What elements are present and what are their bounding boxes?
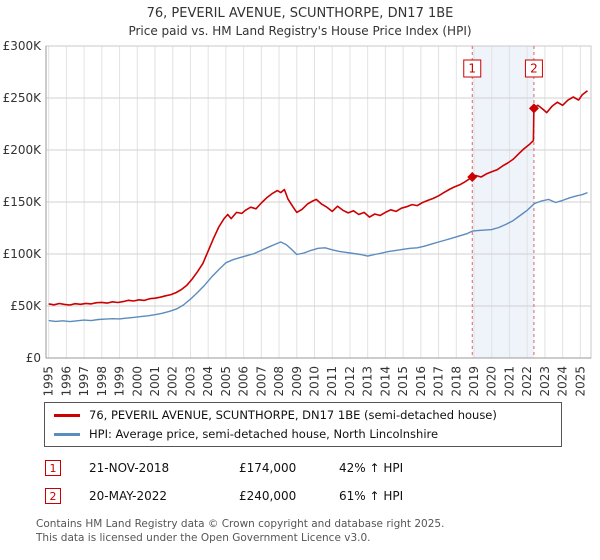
legend-swatch-property-line bbox=[54, 413, 80, 417]
svg-text:2017: 2017 bbox=[432, 366, 446, 397]
page-subtitle: Price paid vs. HM Land Registry's House … bbox=[128, 24, 472, 38]
transaction-1-hpi-change: 42% ↑ HPI bbox=[339, 461, 404, 475]
svg-text:1995: 1995 bbox=[42, 366, 56, 397]
svg-text:2006: 2006 bbox=[237, 366, 251, 397]
svg-text:2007: 2007 bbox=[254, 366, 268, 397]
transaction-1-price: £174,000 bbox=[239, 461, 297, 475]
svg-text:2003: 2003 bbox=[183, 366, 197, 397]
svg-text:2001: 2001 bbox=[148, 366, 162, 397]
transaction-2-marker-badge: 2 bbox=[45, 488, 61, 504]
svg-text:1999: 1999 bbox=[113, 366, 127, 397]
svg-text:2011: 2011 bbox=[325, 366, 339, 397]
svg-text:1998: 1998 bbox=[95, 366, 109, 397]
svg-text:£50K: £50K bbox=[10, 299, 42, 313]
license-footer-line1: Contains HM Land Registry data © Crown c… bbox=[36, 518, 445, 530]
svg-text:£250K: £250K bbox=[3, 91, 43, 105]
transaction-1-marker-badge: 1 bbox=[45, 460, 61, 476]
svg-text:2009: 2009 bbox=[290, 366, 304, 397]
transaction-row-2: 2 20-MAY-2022 £240,000 61% ↑ HPI bbox=[45, 488, 600, 504]
svg-text:£300K: £300K bbox=[3, 40, 43, 53]
svg-text:1: 1 bbox=[468, 62, 476, 76]
svg-text:2021: 2021 bbox=[502, 366, 516, 397]
legend-item-property: 76, PEVERIL AVENUE, SCUNTHORPE, DN17 1BE… bbox=[54, 408, 552, 422]
svg-text:1996: 1996 bbox=[59, 366, 73, 397]
svg-text:2024: 2024 bbox=[556, 366, 570, 397]
svg-text:£100K: £100K bbox=[3, 247, 43, 261]
svg-text:2014: 2014 bbox=[378, 366, 392, 397]
page-title: 76, PEVERIL AVENUE, SCUNTHORPE, DN17 1BE bbox=[146, 6, 454, 21]
svg-text:2012: 2012 bbox=[343, 366, 357, 397]
svg-text:2008: 2008 bbox=[272, 366, 286, 397]
svg-text:2013: 2013 bbox=[361, 366, 375, 397]
transaction-2-date: 20-MAY-2022 bbox=[89, 489, 168, 503]
svg-text:2016: 2016 bbox=[414, 366, 428, 397]
legend-label-property: 76, PEVERIL AVENUE, SCUNTHORPE, DN17 1BE… bbox=[89, 408, 497, 422]
legend: 76, PEVERIL AVENUE, SCUNTHORPE, DN17 1BE… bbox=[44, 402, 562, 447]
svg-text:£0: £0 bbox=[26, 351, 41, 365]
svg-text:2015: 2015 bbox=[396, 366, 410, 397]
transaction-2-hpi-change: 61% ↑ HPI bbox=[339, 489, 404, 503]
transaction-list: 1 21-NOV-2018 £174,000 42% ↑ HPI 2 20-MA… bbox=[45, 460, 600, 504]
license-footer: Contains HM Land Registry data © Crown c… bbox=[36, 518, 600, 545]
svg-text:2000: 2000 bbox=[130, 366, 144, 397]
svg-text:2: 2 bbox=[530, 62, 538, 76]
svg-text:2025: 2025 bbox=[573, 366, 587, 397]
transaction-1-date: 21-NOV-2018 bbox=[89, 461, 170, 475]
legend-item-hpi: HPI: Average price, semi-detached house,… bbox=[54, 427, 552, 441]
svg-text:2019: 2019 bbox=[467, 366, 481, 397]
svg-text:2002: 2002 bbox=[166, 366, 180, 397]
svg-text:2023: 2023 bbox=[538, 366, 552, 397]
svg-text:2010: 2010 bbox=[308, 366, 322, 397]
transaction-row-1: 1 21-NOV-2018 £174,000 42% ↑ HPI bbox=[45, 460, 600, 476]
legend-label-hpi: HPI: Average price, semi-detached house,… bbox=[89, 427, 439, 441]
transaction-2-price: £240,000 bbox=[239, 489, 297, 503]
license-footer-line2: This data is licensed under the Open Gov… bbox=[36, 531, 371, 544]
legend-swatch-hpi-line bbox=[54, 432, 80, 436]
svg-text:£200K: £200K bbox=[3, 143, 43, 157]
svg-text:2018: 2018 bbox=[449, 366, 463, 397]
svg-text:2020: 2020 bbox=[485, 366, 499, 397]
svg-text:1997: 1997 bbox=[77, 366, 91, 397]
price-chart: 1995 1996 1997 1998 1999 2000 2001 2002 2003 2004… bbox=[3, 40, 592, 397]
svg-text:2022: 2022 bbox=[520, 366, 534, 397]
svg-text:£150K: £150K bbox=[3, 195, 43, 209]
svg-text:2004: 2004 bbox=[201, 366, 215, 397]
svg-text:2005: 2005 bbox=[219, 366, 233, 397]
